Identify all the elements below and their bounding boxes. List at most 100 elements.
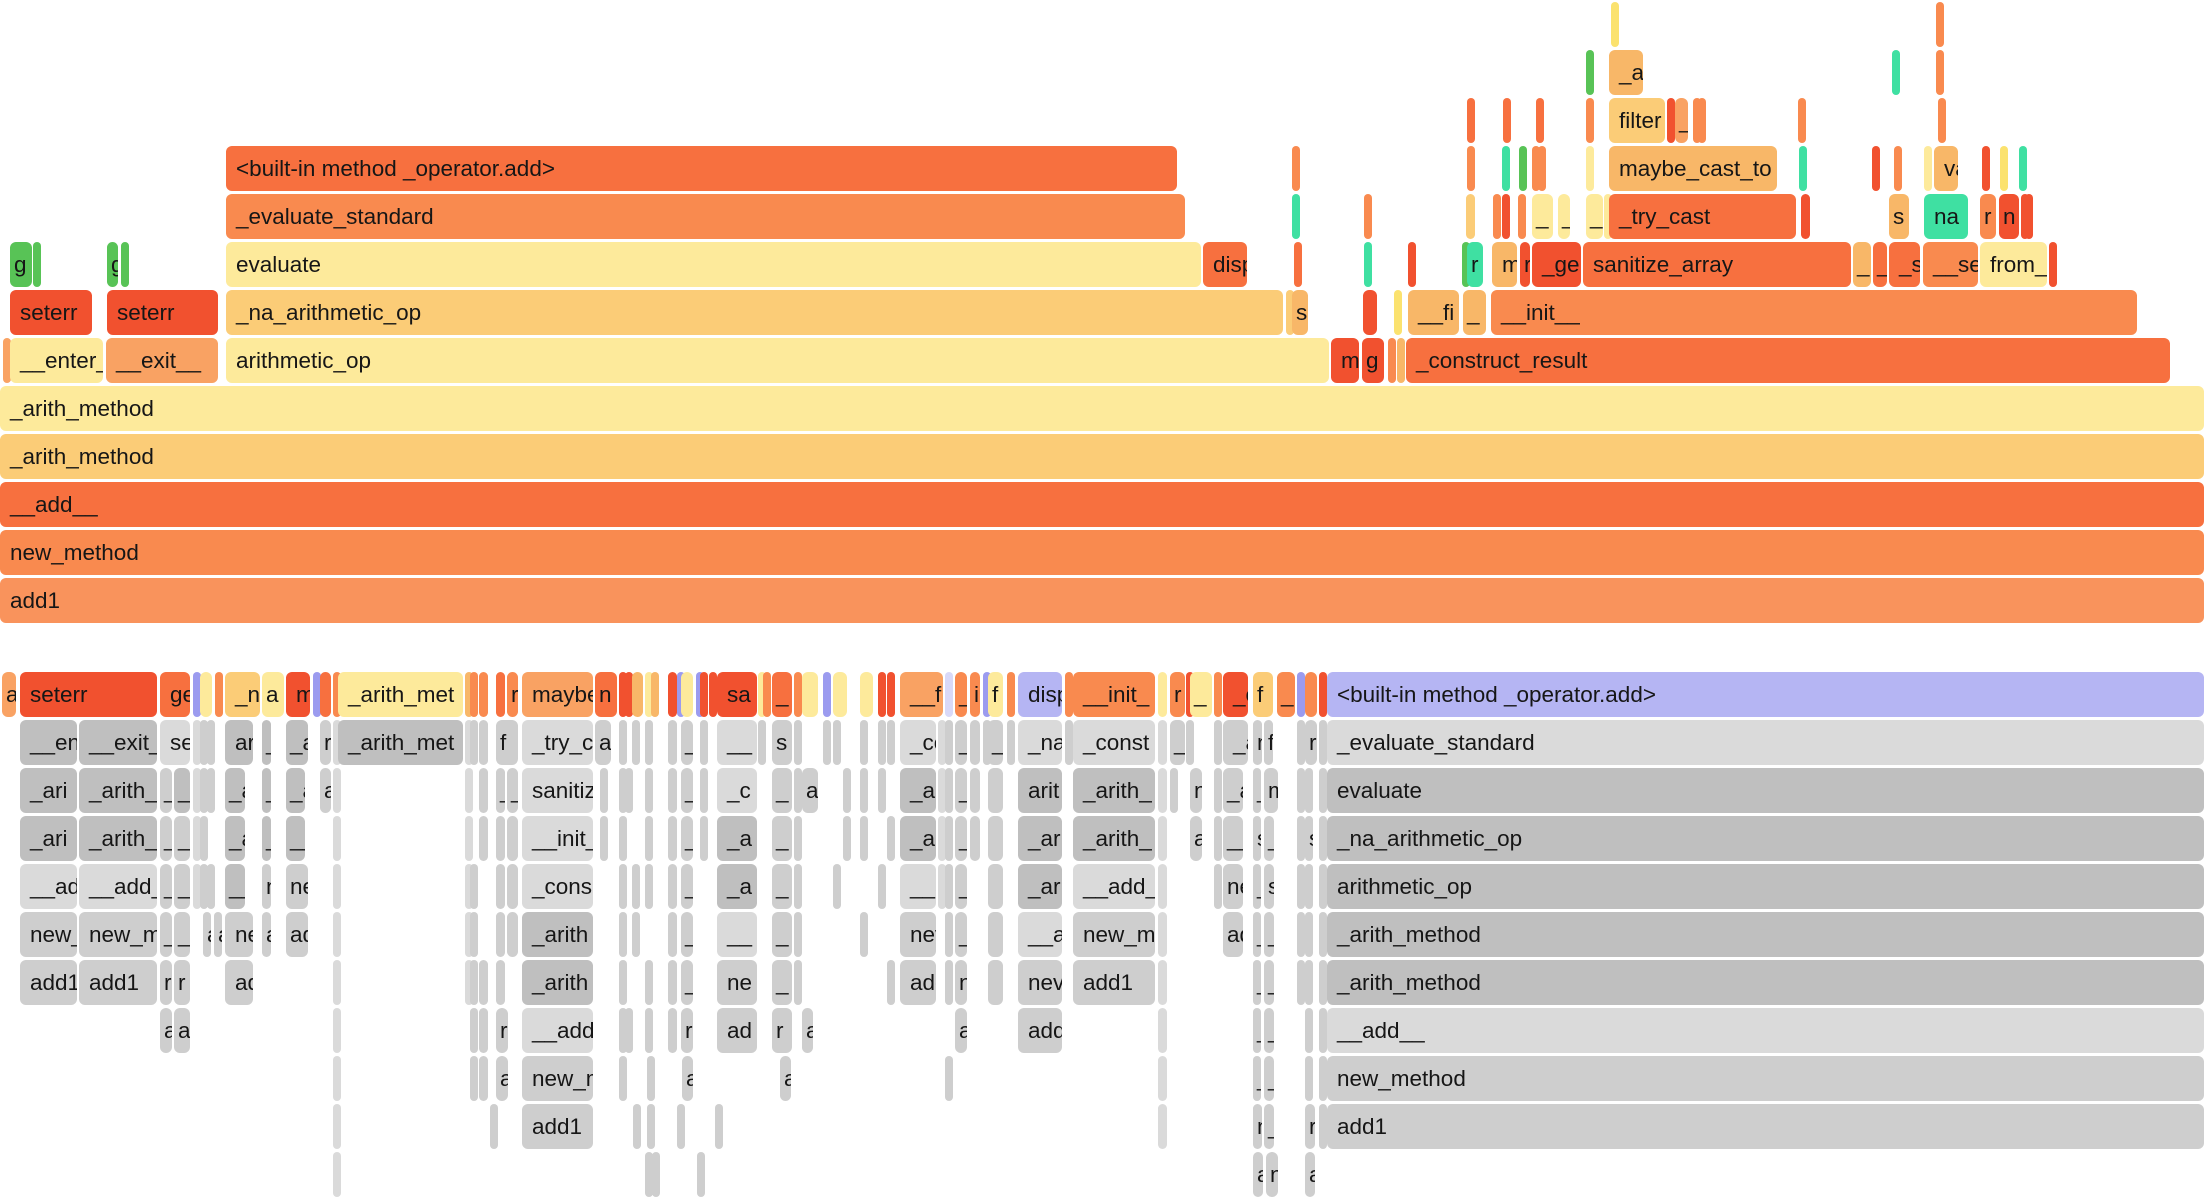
- flame-bar[interactable]: sanitize_array: [1583, 242, 1851, 287]
- callee-frame-cell[interactable]: [1305, 1008, 1313, 1053]
- callee-frame-cell[interactable]: [600, 816, 608, 861]
- callee-frame-cell[interactable]: [479, 1056, 488, 1101]
- callee-frame-cell[interactable]: [668, 720, 677, 765]
- callee-frame-cell[interactable]: _arith_: [79, 816, 157, 861]
- callee-frame-cell[interactable]: [715, 1104, 723, 1149]
- callee-frame-cell[interactable]: _: [772, 768, 792, 813]
- caller-frame-bar[interactable]: [200, 672, 212, 717]
- callee-frame-cell[interactable]: r: [772, 1008, 792, 1053]
- callee-frame-cell[interactable]: [1319, 768, 1327, 813]
- callee-frame-cell[interactable]: _ari: [20, 816, 77, 861]
- callee-frame-cell[interactable]: ne: [225, 912, 253, 957]
- callee-frame-cell[interactable]: [794, 816, 802, 861]
- callee-frame-cell[interactable]: [470, 1008, 478, 1053]
- callee-frame-cell[interactable]: _a: [1223, 768, 1243, 813]
- flame-bar[interactable]: [2049, 242, 2057, 287]
- flame-bar[interactable]: g: [10, 242, 32, 287]
- callee-frame-cell[interactable]: [938, 816, 946, 861]
- flame-bar[interactable]: [1364, 194, 1372, 239]
- callee-frame-cell[interactable]: [619, 816, 627, 861]
- callee-frame-cell[interactable]: [1305, 960, 1313, 1005]
- callee-frame-cell[interactable]: [1158, 912, 1167, 957]
- callee-frame-cell[interactable]: _: [1264, 816, 1274, 861]
- flame-bar[interactable]: from_: [1980, 242, 2047, 287]
- flame-bar[interactable]: [1936, 2, 1944, 47]
- callee-frame-cell[interactable]: _a: [717, 864, 757, 909]
- callee-frame-cell[interactable]: [945, 912, 953, 957]
- callee-frame-cell[interactable]: new_method: [1327, 1056, 2204, 1101]
- caller-frame-bar[interactable]: _: [955, 672, 967, 717]
- flame-bar[interactable]: [1292, 146, 1300, 191]
- flame-bar[interactable]: [1894, 146, 1902, 191]
- callee-frame-cell[interactable]: _: [1253, 768, 1261, 813]
- flame-bar[interactable]: r: [1520, 242, 1530, 287]
- flame-bar[interactable]: _: [1532, 194, 1553, 239]
- flame-bar[interactable]: [1698, 98, 1706, 143]
- callee-frame-cell[interactable]: [700, 720, 708, 765]
- callee-frame-cell[interactable]: [645, 864, 653, 909]
- callee-frame-cell[interactable]: __: [286, 816, 305, 861]
- flame-bar[interactable]: _: [1853, 242, 1871, 287]
- callee-frame-cell[interactable]: [619, 1056, 627, 1101]
- callee-frame-cell[interactable]: [843, 816, 851, 861]
- callee-frame-cell[interactable]: _: [1264, 960, 1274, 1005]
- flame-bar[interactable]: [2025, 194, 2033, 239]
- callee-frame-cell[interactable]: [1158, 1104, 1167, 1149]
- caller-frame-bar[interactable]: _n: [225, 672, 260, 717]
- callee-frame-cell[interactable]: _: [955, 816, 967, 861]
- flame-bar[interactable]: _ge: [1532, 242, 1581, 287]
- callee-frame-cell[interactable]: [945, 768, 953, 813]
- callee-frame-cell[interactable]: s: [1253, 816, 1261, 861]
- callee-frame-cell[interactable]: _: [507, 768, 518, 813]
- callee-frame-cell[interactable]: add1: [79, 960, 157, 1005]
- callee-frame-cell[interactable]: [970, 816, 980, 861]
- caller-frame-bar[interactable]: [668, 672, 677, 717]
- callee-frame-cell[interactable]: _na_arithmetic_op: [1327, 816, 2204, 861]
- callee-frame-cell[interactable]: __a: [900, 864, 936, 909]
- caller-frame-bar[interactable]: [709, 672, 717, 717]
- callee-frame-cell[interactable]: [878, 864, 886, 909]
- flame-bar[interactable]: [1294, 242, 1302, 287]
- flame-bar[interactable]: _na_arithmetic_op: [226, 290, 1283, 335]
- callee-frame-cell[interactable]: [668, 912, 677, 957]
- caller-frame-bar[interactable]: [860, 672, 873, 717]
- callee-frame-cell[interactable]: [988, 912, 1003, 957]
- callee-frame-cell[interactable]: [619, 720, 627, 765]
- callee-frame-cell[interactable]: nev: [1018, 960, 1062, 1005]
- callee-frame-cell[interactable]: _arith_: [1073, 816, 1155, 861]
- callee-frame-cell[interactable]: [207, 768, 215, 813]
- callee-frame-cell[interactable]: [794, 768, 802, 813]
- callee-frame-cell[interactable]: n: [1253, 1104, 1262, 1149]
- flame-bar[interactable]: [1536, 98, 1544, 143]
- callee-frame-cell[interactable]: [1319, 912, 1327, 957]
- callee-frame-cell[interactable]: [843, 768, 851, 813]
- callee-frame-cell[interactable]: [1305, 768, 1313, 813]
- callee-frame-cell[interactable]: [983, 720, 991, 765]
- callee-frame-cell[interactable]: [496, 864, 505, 909]
- callee-frame-cell[interactable]: _a: [225, 816, 245, 861]
- callee-frame-cell[interactable]: [333, 864, 341, 909]
- callee-frame-cell[interactable]: _ar: [900, 768, 936, 813]
- caller-frame-bar[interactable]: [1065, 672, 1073, 717]
- callee-frame-cell[interactable]: _ar: [1018, 816, 1062, 861]
- callee-frame-cell[interactable]: _: [160, 864, 172, 909]
- callee-frame-cell[interactable]: [333, 1152, 341, 1197]
- callee-frame-cell[interactable]: [333, 1008, 341, 1053]
- flame-bar[interactable]: [2000, 146, 2008, 191]
- callee-frame-cell[interactable]: [988, 768, 1003, 813]
- callee-frame-cell[interactable]: n: [1190, 768, 1202, 813]
- callee-frame-cell[interactable]: __add__: [1327, 1008, 2204, 1053]
- callee-frame-cell[interactable]: [333, 960, 341, 1005]
- callee-frame-cell[interactable]: [1158, 816, 1167, 861]
- flame-bar[interactable]: [3, 338, 11, 383]
- flame-bar[interactable]: r: [1467, 242, 1483, 287]
- callee-frame-cell[interactable]: [945, 960, 953, 1005]
- callee-frame-cell[interactable]: s: [1305, 816, 1313, 861]
- caller-frame-bar[interactable]: [887, 672, 895, 717]
- flame-bar[interactable]: [1611, 2, 1619, 47]
- callee-frame-cell[interactable]: __exit_: [79, 720, 157, 765]
- callee-frame-cell[interactable]: [794, 912, 802, 957]
- flame-bar[interactable]: [1798, 98, 1806, 143]
- flame-bar[interactable]: [1408, 242, 1416, 287]
- callee-frame-cell[interactable]: _: [772, 960, 792, 1005]
